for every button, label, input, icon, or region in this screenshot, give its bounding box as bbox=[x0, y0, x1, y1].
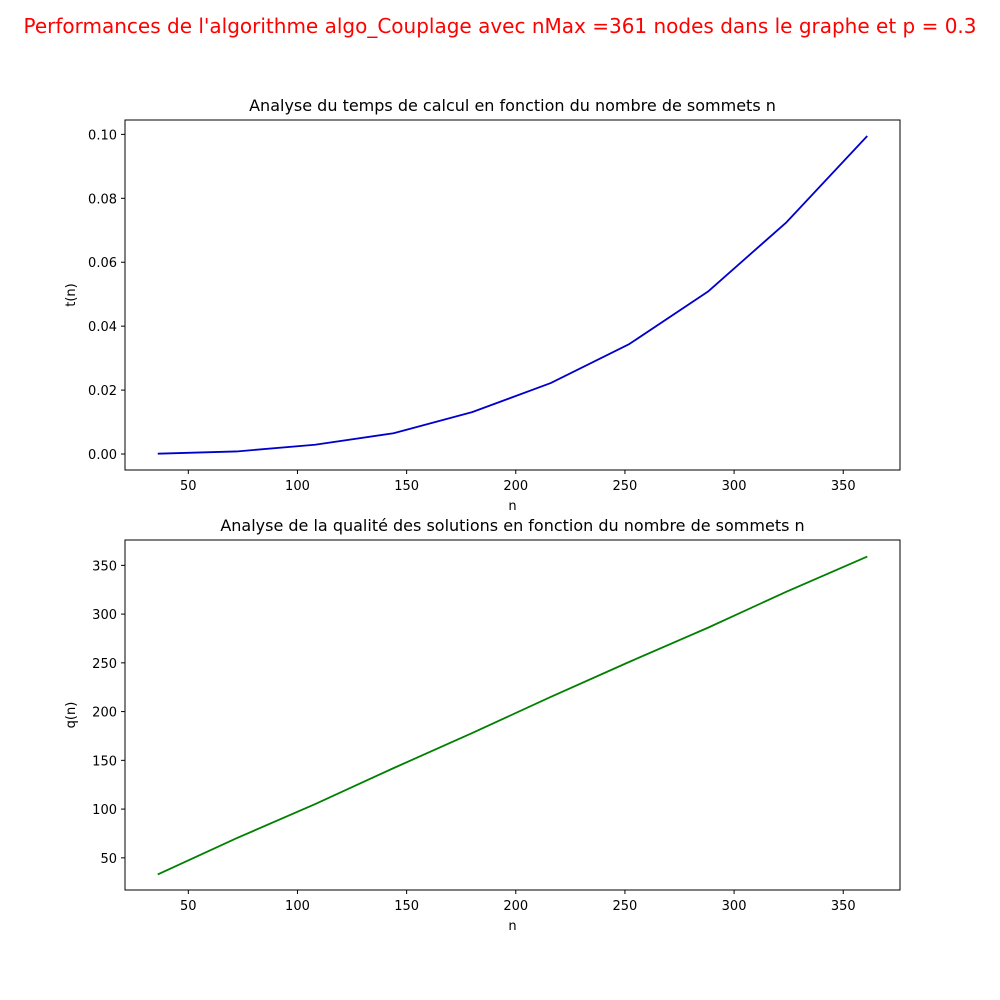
x-tick-label: 250 bbox=[613, 479, 638, 494]
y-tick-label: 300 bbox=[92, 608, 117, 623]
x-axis-label: n bbox=[508, 499, 516, 514]
y-tick-label: 350 bbox=[92, 559, 117, 574]
y-tick-label: 50 bbox=[100, 852, 117, 867]
y-tick-label: 150 bbox=[92, 754, 117, 769]
x-tick-label: 300 bbox=[722, 479, 747, 494]
x-tick-label: 150 bbox=[394, 479, 419, 494]
y-tick-label: 0.08 bbox=[88, 192, 117, 207]
y-tick-label: 0.00 bbox=[88, 448, 117, 463]
y-axis-label: t(n) bbox=[64, 283, 79, 306]
axes-frame bbox=[124, 119, 901, 471]
y-tick-label: 100 bbox=[92, 803, 117, 818]
x-tick-label: 350 bbox=[831, 899, 856, 914]
axes-frame bbox=[124, 539, 901, 891]
y-tick-label: 250 bbox=[92, 657, 117, 672]
x-tick-label: 150 bbox=[394, 899, 419, 914]
x-tick-label: 200 bbox=[503, 479, 528, 494]
figure-suptitle: Performances de l'algorithme algo_Coupla… bbox=[23, 14, 977, 38]
x-tick-label: 300 bbox=[722, 899, 747, 914]
x-tick-label: 100 bbox=[285, 479, 310, 494]
x-axis-label: n bbox=[508, 919, 516, 934]
y-tick-label: 0.06 bbox=[88, 256, 117, 271]
x-tick-label: 250 bbox=[613, 899, 638, 914]
time-series-line bbox=[157, 135, 868, 455]
subplot-solution-quality: Analyse de la qualité des solutions en f… bbox=[64, 516, 901, 934]
quality-series-line bbox=[157, 555, 868, 876]
y-tick-label: 0.10 bbox=[88, 128, 117, 143]
x-tick-label: 50 bbox=[180, 899, 197, 914]
x-tick-label: 100 bbox=[285, 899, 310, 914]
chart-title: Analyse du temps de calcul en fonction d… bbox=[249, 96, 776, 115]
subplot-computation-time: Analyse du temps de calcul en fonction d… bbox=[64, 96, 901, 514]
x-tick-label: 200 bbox=[503, 899, 528, 914]
y-tick-label: 200 bbox=[92, 706, 117, 721]
x-tick-label: 350 bbox=[831, 479, 856, 494]
y-tick-label: 0.02 bbox=[88, 384, 117, 399]
y-axis-label: q(n) bbox=[64, 702, 79, 729]
y-tick-label: 0.04 bbox=[88, 320, 117, 335]
chart-title: Analyse de la qualité des solutions en f… bbox=[220, 516, 804, 535]
x-tick-label: 50 bbox=[180, 479, 197, 494]
